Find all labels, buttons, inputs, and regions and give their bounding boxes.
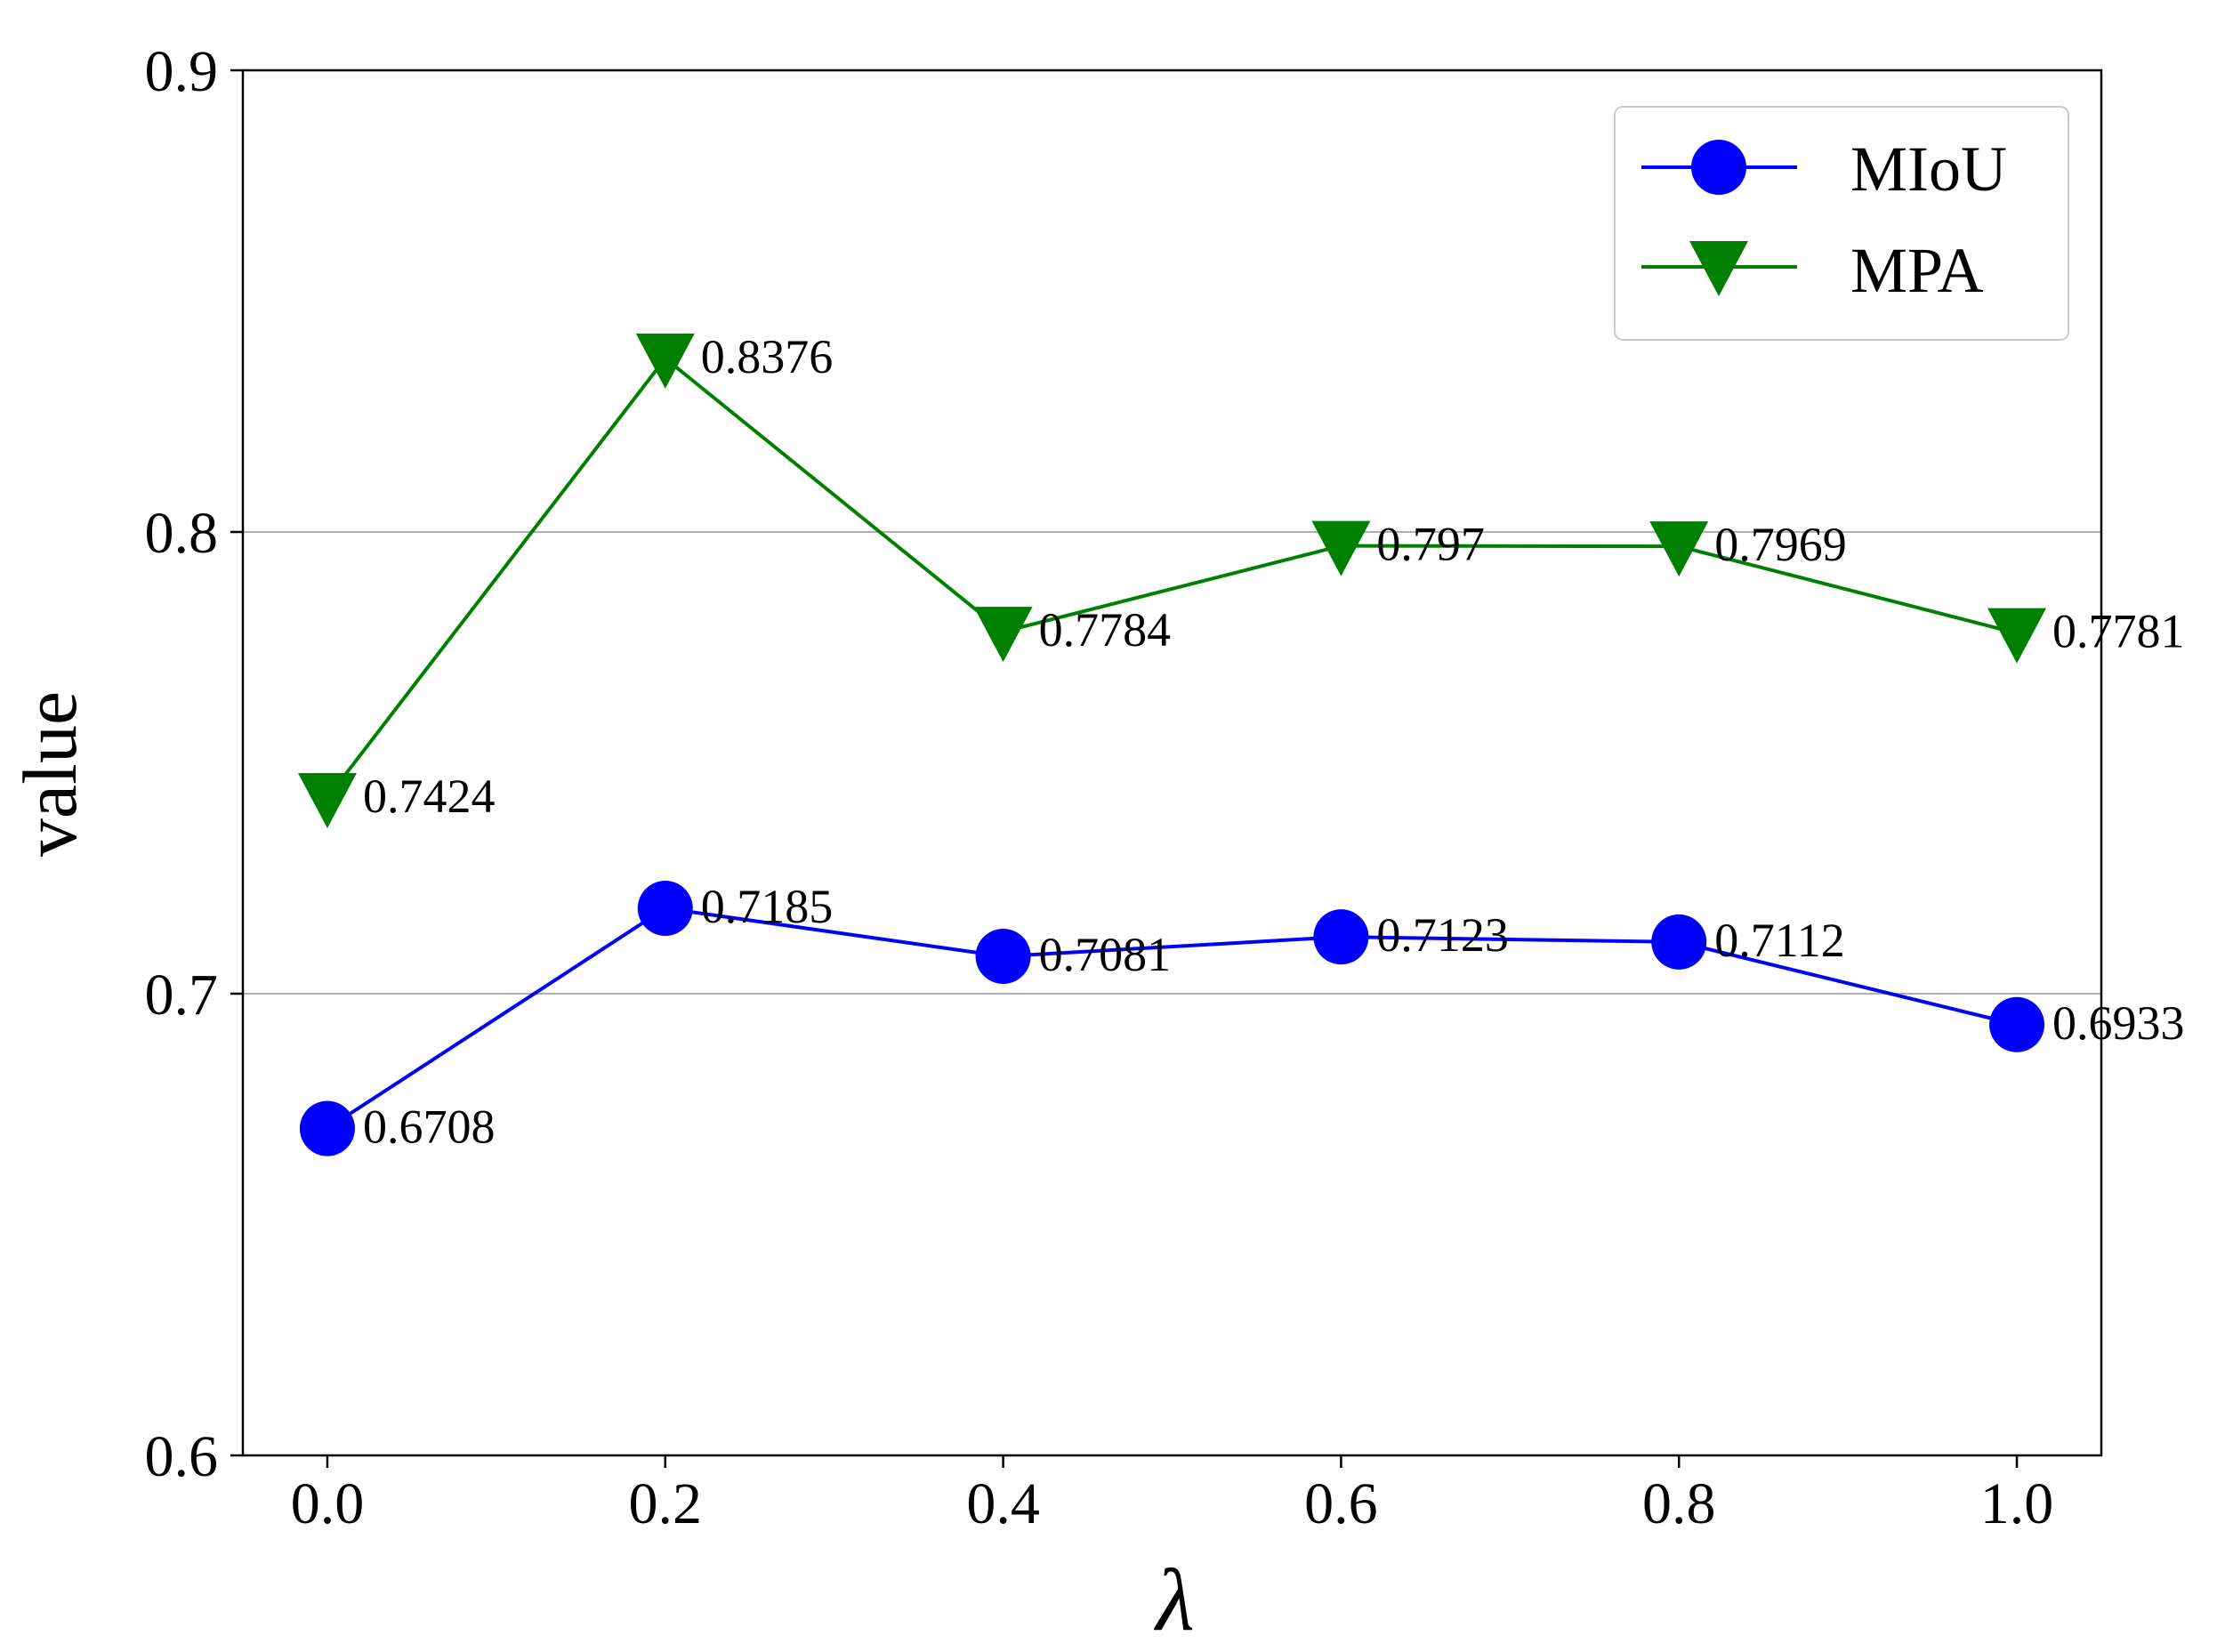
mpa-point — [1311, 520, 1371, 576]
mpa-series-line — [326, 356, 2018, 800]
miou-point — [975, 928, 1031, 984]
mpa-data-label: 0.7424 — [363, 770, 496, 823]
miou-data-label: 0.7081 — [1039, 928, 1172, 981]
x-tick-label: 0.6 — [1304, 1471, 1378, 1536]
mpa-point — [635, 333, 695, 389]
miou-point — [1651, 914, 1707, 970]
legend: MIoU MPA — [1614, 106, 2069, 341]
mpa-point — [1987, 608, 2047, 664]
y-tick-label: 0.7 — [145, 963, 219, 1027]
data-labels: 0.6708 0.7185 0.7081 0.7123 0.7112 0.6933 0.74… — [363, 330, 2185, 1154]
legend-mpa-label: MPA — [1850, 235, 1983, 306]
x-tick-label: 0.4 — [966, 1471, 1040, 1536]
mpa-data-label: 0.797 — [1376, 518, 1485, 571]
mpa-point — [297, 772, 357, 828]
miou-data-label: 0.6708 — [363, 1100, 496, 1154]
mpa-point — [1649, 521, 1709, 577]
axes: 0.6 0.7 0.8 0.9 0.0 0.2 0.4 0.6 0.8 1.0 — [145, 39, 2103, 1536]
mpa-data-label: 0.7969 — [1714, 518, 1847, 571]
miou-point — [1989, 996, 2045, 1052]
grid-lines — [243, 531, 2101, 995]
legend-miou-label: MIoU — [1850, 133, 2007, 205]
miou-data-label: 0.7123 — [1376, 908, 1509, 962]
legend-mpa-marker — [1689, 241, 1748, 296]
miou-data-label: 0.7112 — [1714, 914, 1845, 967]
x-axis-title: λ — [1153, 1551, 1194, 1649]
y-axis-title: value — [7, 691, 93, 857]
mpa-data-label: 0.7781 — [2052, 605, 2185, 658]
y-tick-label: 0.8 — [145, 501, 219, 566]
plot-frame — [241, 68, 2103, 1457]
miou-data-label: 0.7185 — [701, 880, 834, 933]
y-tick-label: 0.9 — [145, 39, 219, 104]
miou-point — [637, 880, 693, 936]
mpa-point — [973, 607, 1033, 663]
x-tick-label: 1.0 — [1980, 1471, 2054, 1536]
miou-point — [1313, 909, 1369, 965]
miou-series-line — [326, 906, 2018, 1131]
mpa-data-label: 0.8376 — [701, 330, 834, 383]
x-tick-label: 0.8 — [1642, 1471, 1716, 1536]
y-tick-label: 0.6 — [145, 1424, 219, 1489]
legend-miou-marker — [1691, 140, 1746, 195]
x-tick-label: 0.0 — [291, 1471, 365, 1536]
x-tick-label: 0.2 — [629, 1471, 703, 1536]
miou-point — [299, 1100, 355, 1156]
mpa-data-label: 0.7784 — [1039, 603, 1172, 657]
series-layer — [297, 333, 2047, 1156]
miou-data-label: 0.6933 — [2052, 996, 2185, 1050]
